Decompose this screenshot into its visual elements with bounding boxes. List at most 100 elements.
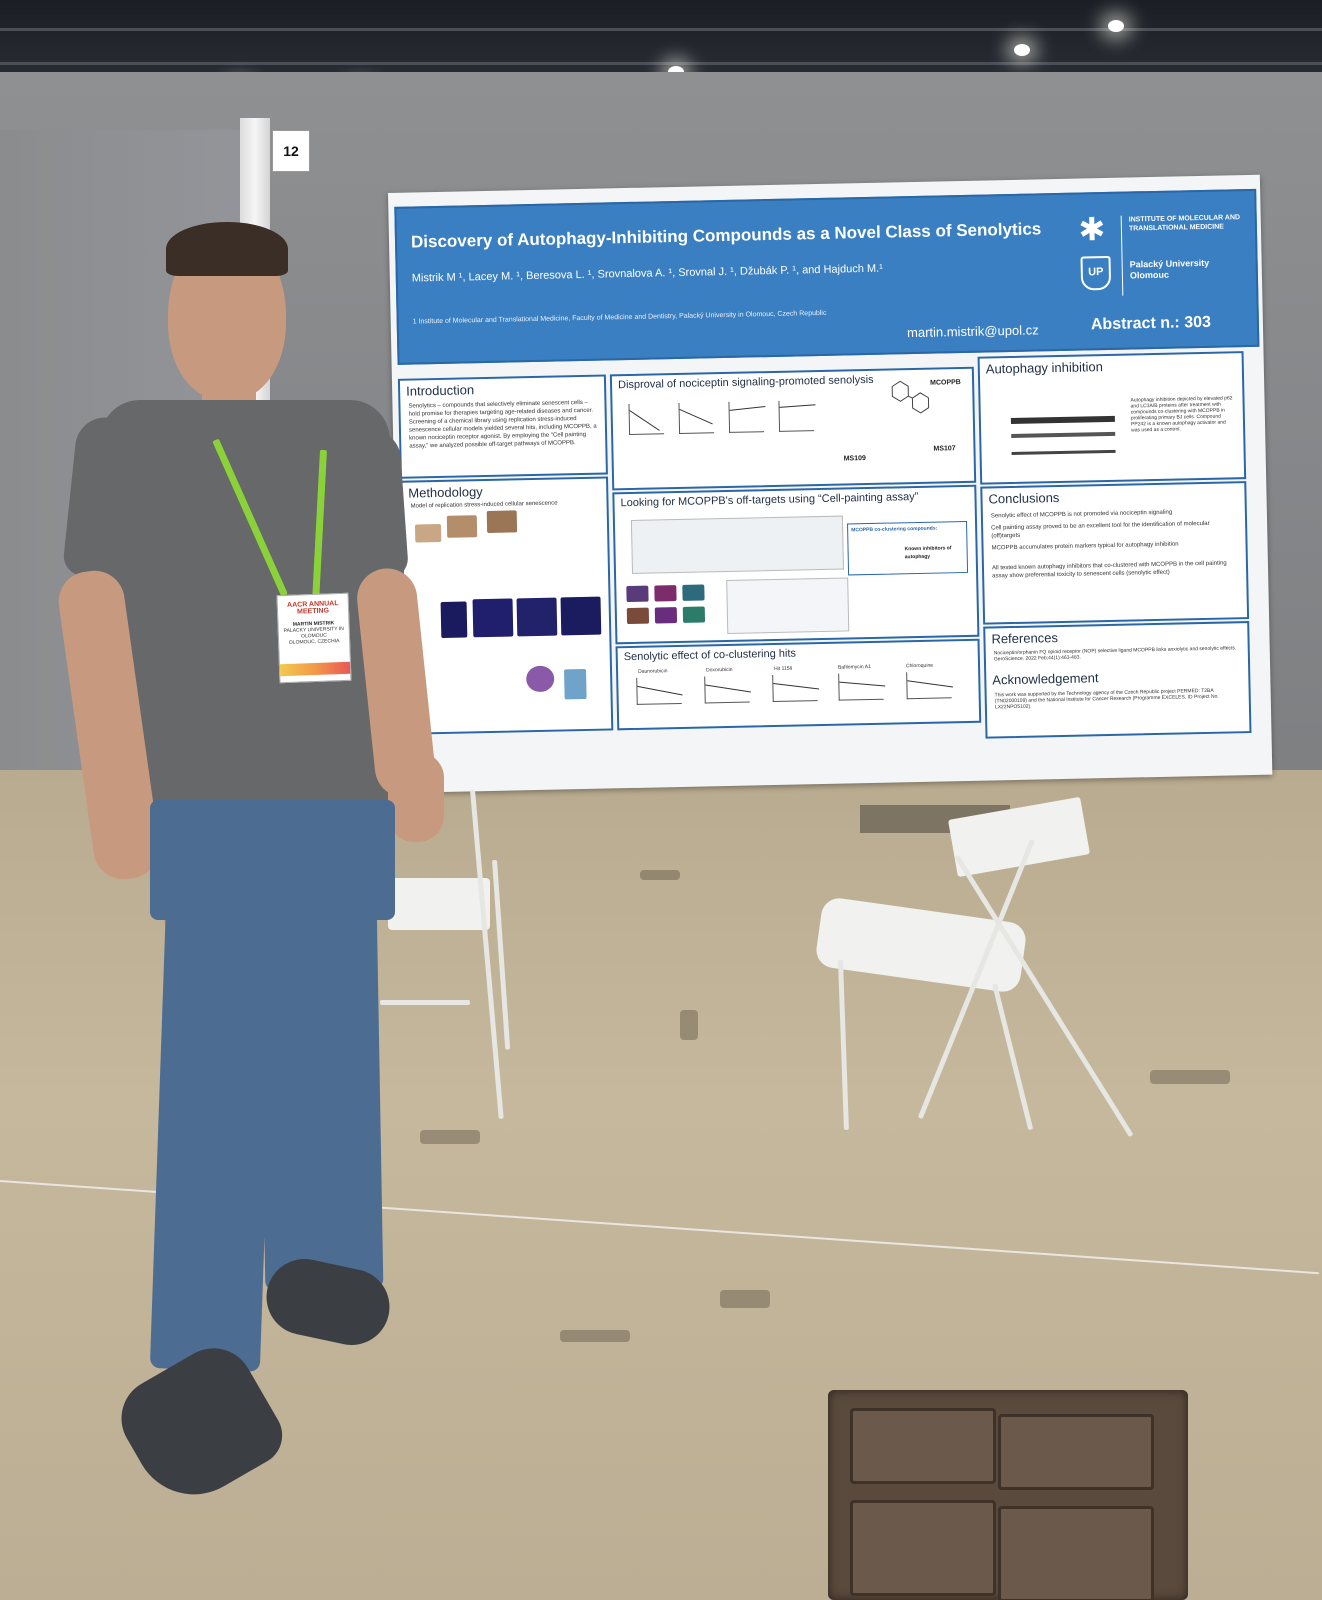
institute-name: INSTITUTE OF MOLECULAR AND TRANSLATIONAL… [1128, 214, 1241, 233]
dose-response-graph [636, 676, 683, 705]
cell-painting-image [626, 607, 650, 625]
section-title: References [991, 630, 1059, 647]
references-section: References Nociceptin/orphanin FQ opioid… [983, 621, 1252, 739]
section-title: Conclusions [988, 490, 1060, 507]
badge-event: AACR ANNUAL MEETING [286, 600, 339, 616]
dose-response-graph [704, 675, 751, 704]
poster-title: Discovery of Autophagy-Inhibiting Compou… [410, 219, 1042, 252]
ceiling-light [1108, 20, 1124, 32]
dose-response-graph [628, 403, 665, 436]
poster-header: Discovery of Autophagy-Inhibiting Compou… [394, 188, 1260, 365]
poster-affiliation: 1 Institute of Molecular and Translation… [412, 309, 827, 326]
research-poster: Discovery of Autophagy-Inhibiting Compou… [388, 174, 1273, 793]
cluster-scatter-plot [630, 515, 844, 574]
acknowledgement-text: This work was supported by the Technolog… [994, 687, 1219, 711]
person-hair [166, 222, 288, 276]
poster-authors: Mistrik M ¹, Lacey M. ¹, Beresova L. ¹, … [411, 262, 883, 285]
methodology-text: Model of replication stress-induced cell… [410, 500, 558, 510]
clustering-box: MCOPPB co-clustering compounds: Known in… [847, 520, 969, 576]
drain-tile [998, 1414, 1154, 1490]
cluster-zoom-plot [726, 577, 850, 634]
clustering-note: Known inhibitors of autophagy [904, 545, 952, 561]
folding-chair-brace [380, 1000, 470, 1005]
compound-name: Hit 1158 [773, 665, 793, 673]
compound-label: MS107 [933, 445, 956, 453]
dose-response-graph [778, 400, 816, 432]
compound-name: Chloroquine [905, 662, 934, 670]
name-badge: AACR ANNUAL MEETING MARTIN MISTRIK PALAC… [276, 592, 352, 684]
cell-image [414, 523, 442, 543]
person-jeans-leg [149, 898, 277, 1372]
person-hand [388, 752, 444, 842]
cell-painting-image [654, 607, 678, 624]
western-blot-band [1011, 431, 1116, 439]
introduction-section: Introduction Senolytics – compounds that… [397, 374, 608, 479]
compound-name: Doxorubicin [706, 666, 733, 674]
drain-tile [998, 1506, 1154, 1600]
section-title: Acknowledgement [992, 670, 1099, 688]
dose-response-graph [728, 401, 766, 433]
western-blot-band [1010, 415, 1115, 425]
badge-stripe [279, 661, 351, 677]
drain-tile [850, 1500, 996, 1596]
autophagy-section: Autophagy inhibition Autophagy inhibitio… [977, 351, 1247, 485]
cell-image [486, 510, 518, 533]
compound-label: MCOPPB [930, 379, 961, 387]
ceiling-truss [0, 62, 1322, 65]
logo-divider [1120, 215, 1124, 296]
section-title: Looking for MCOPPB's off-targets using “… [620, 490, 919, 510]
section-title: Disproval of nociceptin signaling-promot… [617, 373, 874, 392]
cell-painting-image [682, 606, 706, 623]
conclusion-item: Cell painting assay proved to be an exce… [991, 520, 1210, 540]
floor-stain [1150, 1070, 1230, 1084]
compound-name: Daunorubicin [638, 668, 668, 675]
fluorescence-image [516, 597, 558, 637]
cell-image [446, 515, 478, 538]
person-jeans-leg [258, 899, 384, 1291]
clustering-title: MCOPPB co-clustering compounds: [851, 525, 938, 534]
dose-response-graph [678, 402, 715, 434]
fluorescence-image [440, 601, 468, 638]
references-text: Nociceptin/orphanin FQ opioid receptor (… [993, 645, 1237, 663]
section-title: Methodology [408, 484, 483, 501]
senolytic-effect-section: Senolytic effect of co-clustering hits D… [615, 638, 982, 731]
fluorescence-image [472, 598, 514, 638]
badge-location: OLOMOUC, CZECHIA [288, 638, 340, 646]
chemical-structure-icon [891, 380, 930, 414]
cell-painting-image [626, 585, 649, 603]
instrument-image [564, 668, 587, 700]
conclusion-item: MCOPPB accumulates protein markers typic… [991, 541, 1179, 552]
floor-stain [640, 870, 680, 880]
dose-response-graph [838, 672, 886, 701]
floor-stain [560, 1330, 630, 1342]
compound-label: MS109 [843, 455, 866, 463]
floor-stain [680, 1010, 698, 1040]
dose-response-graph [772, 674, 820, 703]
university-name: Palacký University Olomouc [1129, 257, 1210, 281]
autophagy-text: Autophagy inhibition depicted by elevate… [1130, 395, 1233, 434]
section-title: Autophagy inhibition [985, 359, 1104, 377]
fluorescence-image [560, 596, 602, 636]
offtargets-section: Looking for MCOPPB's off-targets using “… [612, 484, 980, 645]
drain-tile [850, 1408, 996, 1484]
western-blot-band [1011, 449, 1116, 455]
floor-stain [720, 1290, 770, 1308]
poster-email: martin.mistrik@upol.cz [906, 322, 1039, 341]
conclusion-item: All tested known autophagy inhibitors th… [991, 560, 1227, 580]
university-crest-icon: UP [1080, 255, 1112, 291]
person-sleeve [328, 427, 410, 583]
cell-painting-image [682, 584, 705, 601]
section-title: Introduction [405, 382, 475, 399]
conclusion-item: Senolytic effect of MCOPPB is not promot… [990, 509, 1173, 520]
conclusions-section: Conclusions Senolytic effect of MCOPPB i… [980, 481, 1250, 625]
disproval-section: Disproval of nociceptin signaling-promot… [609, 366, 977, 491]
folding-chair-seat [388, 878, 490, 930]
floor-drain [828, 1390, 1188, 1600]
ceiling-truss [0, 28, 1322, 31]
introduction-text: Senolytics – compounds that selectively … [408, 399, 597, 450]
dose-response-graph [906, 671, 953, 700]
compound-name: Bafilomycin A1 [837, 663, 871, 671]
cell-painting-image [654, 585, 677, 602]
methodology-section: Methodology Model of replication stress-… [400, 476, 614, 735]
poster-abstract-number: Abstract n.: 303 [1090, 313, 1212, 334]
